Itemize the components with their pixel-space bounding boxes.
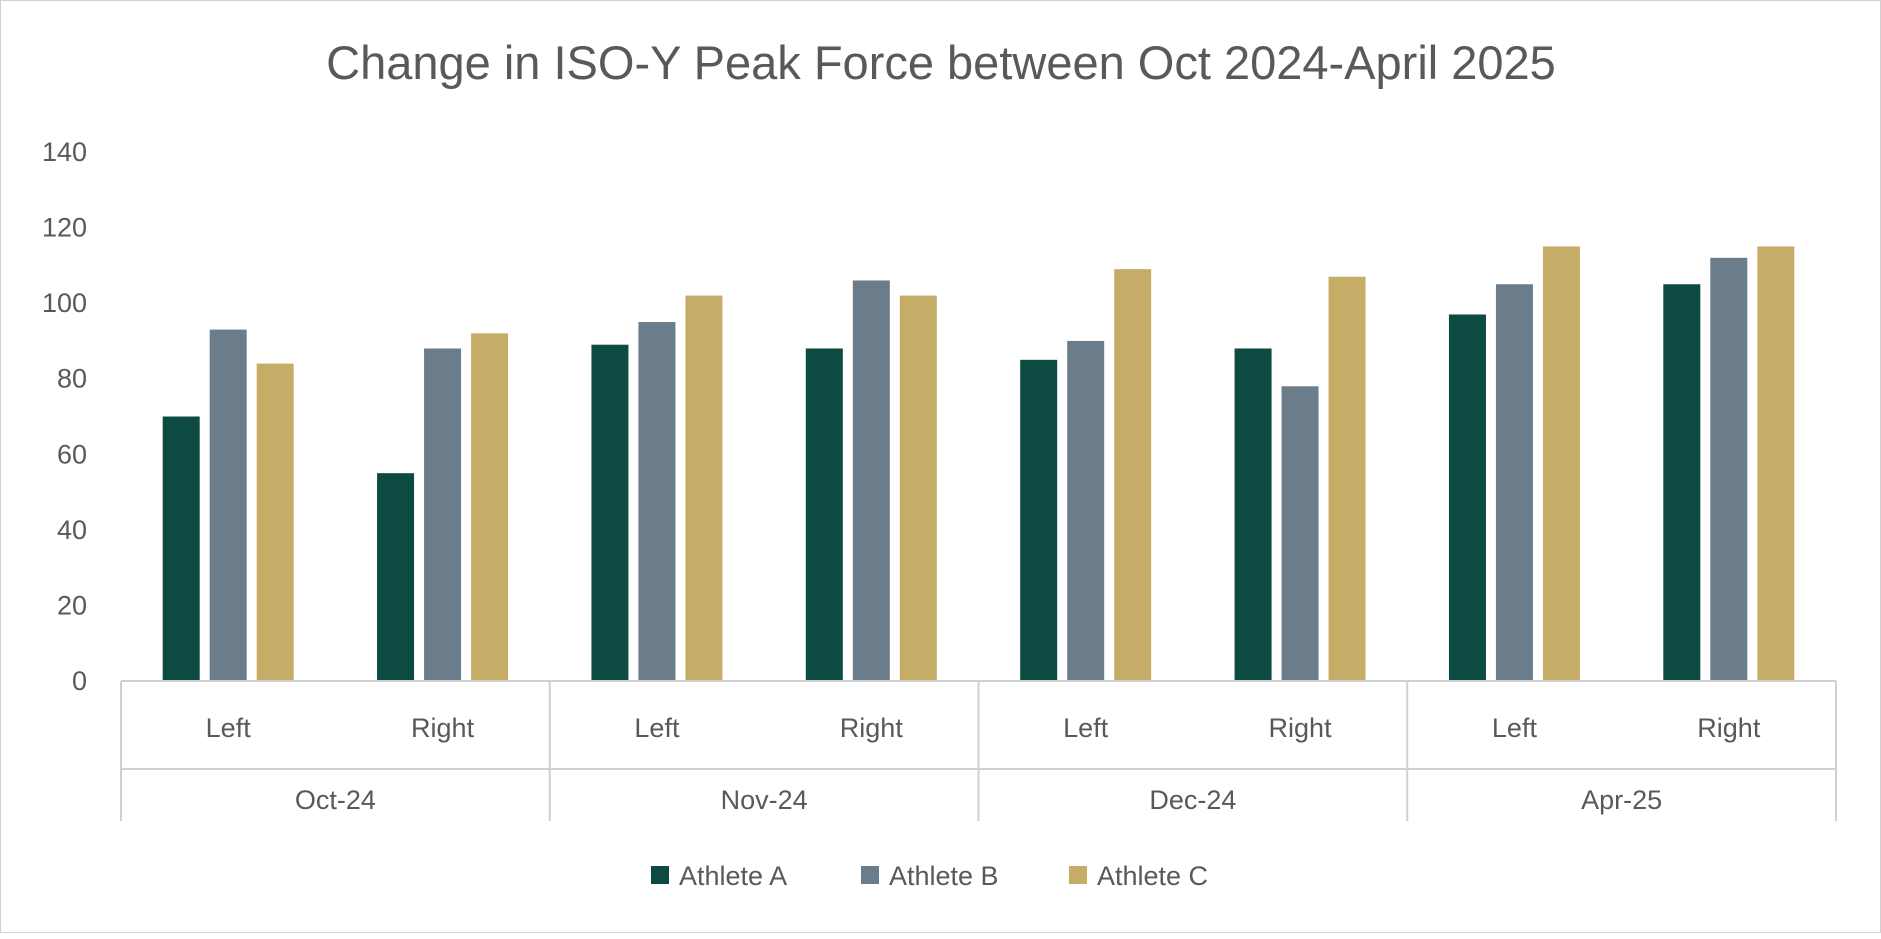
x-tick-label: Left <box>1492 713 1538 743</box>
x-tick-label: Left <box>1063 713 1109 743</box>
x-group-label: Apr-25 <box>1581 785 1662 815</box>
y-tick-label: 20 <box>57 590 87 620</box>
x-group-label: Oct-24 <box>295 785 376 815</box>
legend: Athlete A Athlete B Athlete C <box>651 861 1208 891</box>
bars <box>162 246 1795 681</box>
legend-swatch <box>1069 866 1087 884</box>
x-tick-label: Left <box>206 713 252 743</box>
bar-athlete-b-apr-25-left <box>1495 284 1533 681</box>
bar-athlete-a-apr-25-right <box>1663 284 1701 681</box>
x-axis: Left Right Left Right Left Right Left Right Oct-… <box>120 680 1837 821</box>
legend-swatch <box>651 866 669 884</box>
bar-athlete-c-dec-24-right <box>1328 276 1366 681</box>
bar-athlete-c-apr-25-left <box>1542 246 1580 681</box>
bar-athlete-c-oct-24-left <box>256 363 294 681</box>
y-tick-label: 100 <box>42 288 87 318</box>
y-tick-label: 0 <box>72 666 87 696</box>
legend-label: Athlete B <box>889 861 999 891</box>
bar-athlete-c-nov-24-left <box>685 295 723 681</box>
bar-athlete-c-dec-24-left <box>1114 269 1152 681</box>
y-tick-label: 140 <box>42 137 87 167</box>
x-tick-label: Right <box>1269 713 1333 743</box>
bar-athlete-a-nov-24-right <box>805 348 843 681</box>
legend-swatch <box>861 866 879 884</box>
bar-athlete-c-oct-24-right <box>471 333 509 681</box>
bar-athlete-a-oct-24-right <box>377 473 415 681</box>
x-tick-label: Right <box>411 713 475 743</box>
bar-athlete-b-oct-24-left <box>209 329 247 681</box>
y-tick-label: 120 <box>42 213 87 243</box>
bar-athlete-b-oct-24-right <box>424 348 462 681</box>
legend-label: Athlete A <box>679 861 787 891</box>
bar-athlete-c-apr-25-right <box>1757 246 1795 681</box>
bar-athlete-b-apr-25-right <box>1710 257 1748 681</box>
y-tick-label: 40 <box>57 515 87 545</box>
y-tick-label: 80 <box>57 364 87 394</box>
bar-athlete-b-dec-24-right <box>1281 386 1319 681</box>
x-tick-label: Right <box>840 713 904 743</box>
x-group-label: Dec-24 <box>1149 785 1236 815</box>
x-tick-label: Left <box>634 713 680 743</box>
chart-title: Change in ISO-Y Peak Force between Oct 2… <box>326 36 1556 89</box>
legend-label: Athlete C <box>1097 861 1208 891</box>
bar-athlete-a-nov-24-left <box>591 344 629 681</box>
bar-athlete-a-apr-25-left <box>1448 314 1486 681</box>
bar-athlete-b-nov-24-right <box>852 280 890 681</box>
y-axis-ticks: 0 20 40 60 80 100 120 140 <box>42 137 87 696</box>
x-tick-label: Right <box>1697 713 1761 743</box>
bar-athlete-b-dec-24-left <box>1067 340 1105 681</box>
bar-athlete-b-nov-24-left <box>638 322 676 681</box>
x-group-label: Nov-24 <box>721 785 808 815</box>
bar-athlete-c-nov-24-right <box>899 295 937 681</box>
bar-athlete-a-oct-24-left <box>162 416 200 681</box>
bar-athlete-a-dec-24-right <box>1234 348 1272 681</box>
y-tick-label: 60 <box>57 439 87 469</box>
bar-athlete-a-dec-24-left <box>1020 359 1058 681</box>
